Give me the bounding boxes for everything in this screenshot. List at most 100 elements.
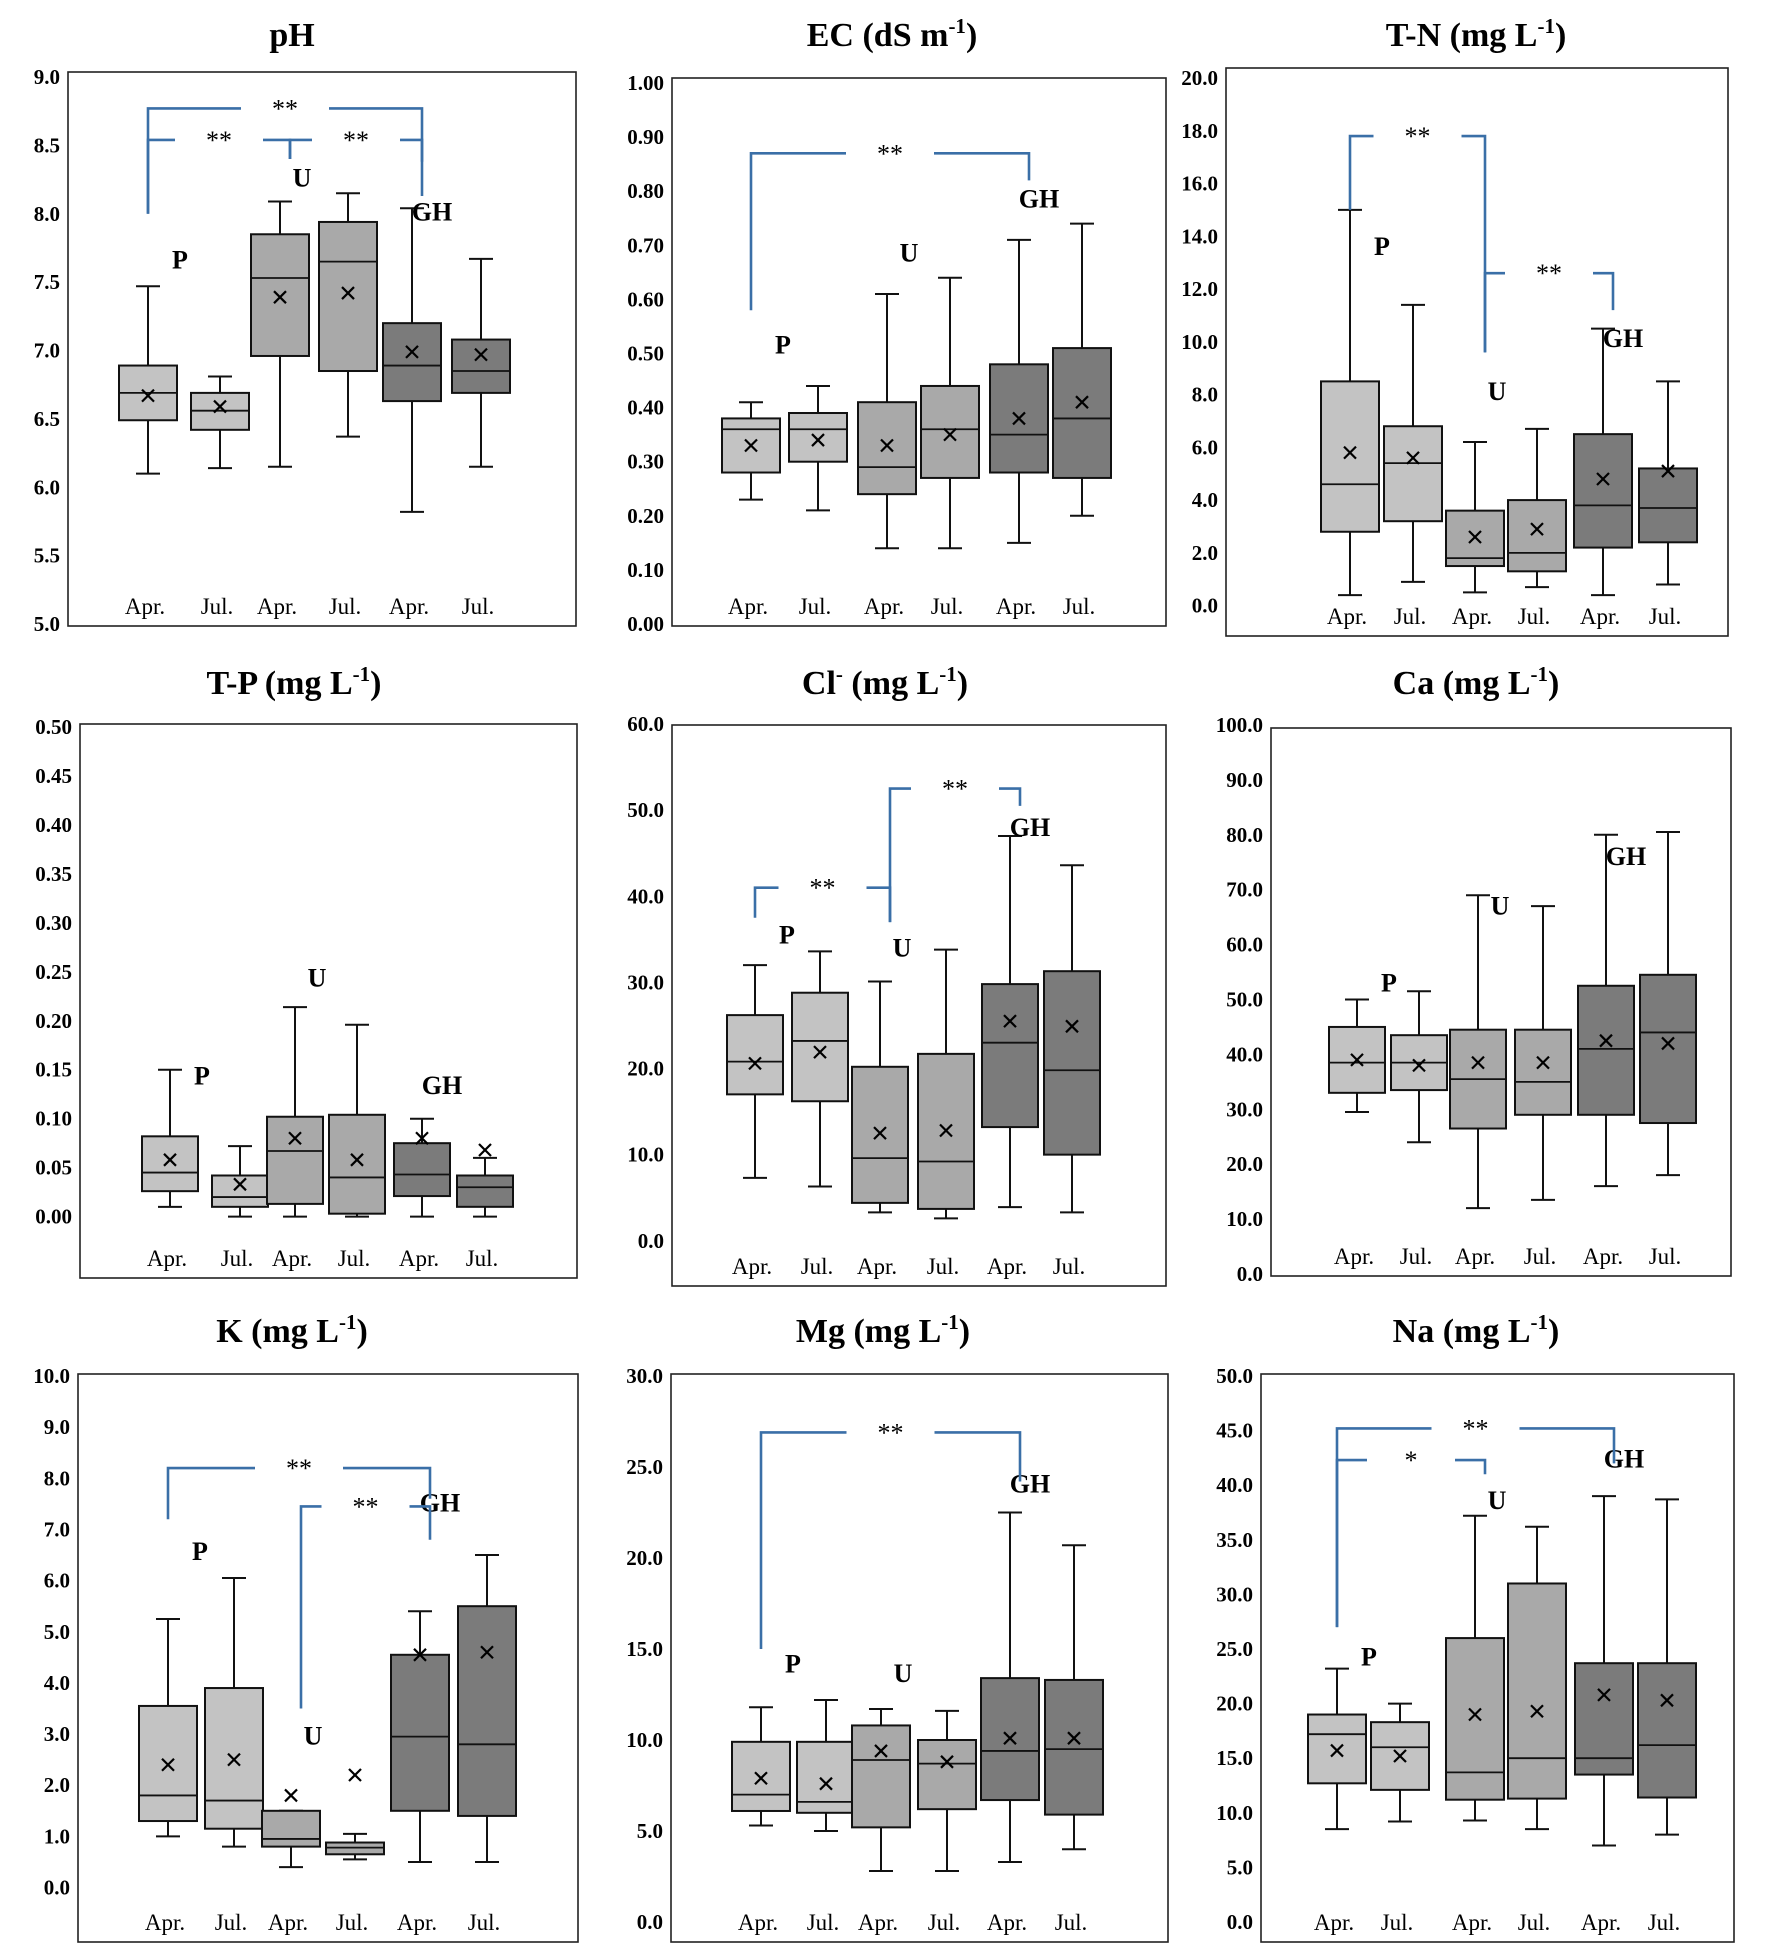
y-tick-label: 10.0 xyxy=(33,1364,70,1388)
mean-marker xyxy=(880,438,894,453)
y-tick-label: 6.0 xyxy=(44,1569,70,1593)
plot-frame xyxy=(1260,1373,1735,1943)
y-tick-label: 0.40 xyxy=(627,396,664,420)
mean-marker xyxy=(141,388,155,403)
group-label-U: U xyxy=(1488,1486,1507,1515)
mean-marker xyxy=(233,1177,247,1192)
panel-title: EC (dS m-1) xyxy=(807,14,978,54)
box-iqr xyxy=(1514,1028,1572,1116)
y-tick-label: 50.0 xyxy=(1216,1364,1253,1388)
box-U-Jul xyxy=(325,1768,385,1861)
x-tick-label: Jul. xyxy=(927,1254,960,1279)
y-tick-label: 5.0 xyxy=(1227,1855,1253,1879)
box-GH-Apr xyxy=(382,207,442,513)
y-tick-label: 0.0 xyxy=(637,1910,663,1934)
x-tick-label: Jul. xyxy=(807,1910,840,1935)
box-GH-Jul xyxy=(1638,380,1698,586)
plot-frame xyxy=(67,71,577,627)
panel-5: Ca (mg L-1) 0.0 10.0 20.0 30.0 40.0 50.0 60.0 70… xyxy=(1216,662,1732,1286)
box-GH-Jul xyxy=(451,257,511,468)
box-P-Jul xyxy=(788,384,848,512)
panel-title: Cl- (mg L-1) xyxy=(802,662,968,702)
y-tick-label: 0.90 xyxy=(627,125,664,149)
box-U-Apr xyxy=(250,200,310,468)
y-tick-label: 16.0 xyxy=(1181,172,1218,196)
x-tick-label: Jul. xyxy=(1524,1244,1557,1269)
box-iqr xyxy=(393,1142,451,1198)
title-rest: ) xyxy=(966,17,977,54)
y-tick-label: 30.0 xyxy=(626,1364,663,1388)
y-tick-label: 2.0 xyxy=(1192,541,1218,565)
y-tick-label: 0.40 xyxy=(35,813,72,837)
mean-marker xyxy=(744,438,758,453)
box-iqr xyxy=(1370,1721,1430,1791)
y-tick-label: 1.00 xyxy=(627,71,664,95)
y-tick-label: 30.0 xyxy=(1226,1097,1263,1121)
group-label-U: U xyxy=(1488,377,1507,406)
y-tick-label: 80.0 xyxy=(1226,823,1263,847)
box-U-Apr xyxy=(857,292,917,550)
x-tick-label: Apr. xyxy=(864,594,904,619)
title-main: K (mg L xyxy=(216,1313,339,1350)
y-tick-label: 8.0 xyxy=(1192,383,1218,407)
box-P-Apr xyxy=(721,401,781,501)
mean-marker xyxy=(1067,1731,1081,1745)
group-label-P: P xyxy=(1374,232,1390,261)
y-tick-label: 4.0 xyxy=(44,1671,70,1695)
box-iqr xyxy=(1507,1582,1567,1800)
box-iqr xyxy=(791,991,849,1103)
x-tick-label: Jul. xyxy=(1394,604,1427,629)
title-superscript: -1 xyxy=(1537,14,1555,38)
y-tick-label: 8.0 xyxy=(44,1466,70,1490)
x-tick-label: Apr. xyxy=(125,594,165,619)
y-tick-label: 40.0 xyxy=(1226,1042,1263,1066)
box-iqr xyxy=(726,1014,784,1096)
mean-marker xyxy=(288,1131,302,1146)
group-label-U: U xyxy=(894,1659,913,1688)
x-tick-label: Apr. xyxy=(728,594,768,619)
y-tick-label: 0.15 xyxy=(35,1058,72,1082)
x-tick-label: Jul. xyxy=(928,1910,961,1935)
x-tick-label: Apr. xyxy=(1327,604,1367,629)
title-rest: (mg L xyxy=(843,665,939,702)
box-iqr xyxy=(382,322,442,403)
box-P-Jul xyxy=(204,1577,264,1848)
group-label-GH: GH xyxy=(1019,184,1059,213)
x-tick-label: Jul. xyxy=(1063,594,1096,619)
y-tick-label: 40.0 xyxy=(627,884,664,908)
y-tick-label: 45.0 xyxy=(1216,1419,1253,1443)
x-tick-label: Jul. xyxy=(1400,1244,1433,1269)
box-iqr xyxy=(451,338,511,394)
title-superscript: -1 xyxy=(941,1310,959,1334)
y-tick-label: 9.0 xyxy=(44,1415,70,1439)
x-tick-label: Jul. xyxy=(1648,1910,1681,1935)
title-rest: ) xyxy=(959,1313,970,1350)
box-P-Jul xyxy=(1390,990,1448,1144)
y-tick-label: 0.60 xyxy=(627,287,664,311)
x-tick-label: Apr. xyxy=(1452,1910,1492,1935)
box-GH-Apr xyxy=(1577,833,1635,1188)
box-iqr xyxy=(731,1740,791,1812)
box-P-Apr xyxy=(1328,998,1386,1114)
title-main: Na (mg L xyxy=(1393,1313,1531,1350)
y-tick-label: 0.0 xyxy=(1192,594,1218,618)
significance-label: ** xyxy=(877,139,903,168)
x-tick-label: Jul. xyxy=(1381,1910,1414,1935)
y-tick-label: 9.0 xyxy=(34,65,60,89)
y-tick-label: 0.00 xyxy=(627,612,664,636)
mean-marker xyxy=(1412,1058,1426,1073)
x-tick-label: Jul. xyxy=(329,594,362,619)
mean-marker xyxy=(163,1153,177,1167)
y-tick-label: 14.0 xyxy=(1181,224,1218,248)
y-tick-label: 7.0 xyxy=(34,339,60,363)
y-tick-label: 20.0 xyxy=(626,1546,663,1570)
box-iqr xyxy=(851,1724,911,1829)
x-tick-label: Apr. xyxy=(738,1910,778,1935)
box-U-Apr xyxy=(1445,1514,1505,1822)
y-tick-label: 5.5 xyxy=(34,544,60,568)
mean-marker xyxy=(1350,1053,1364,1067)
box-iqr xyxy=(211,1174,269,1208)
y-tick-label: 10.0 xyxy=(1226,1207,1263,1231)
panel-title: pH xyxy=(269,17,314,54)
significance-label: ** xyxy=(1405,122,1431,151)
